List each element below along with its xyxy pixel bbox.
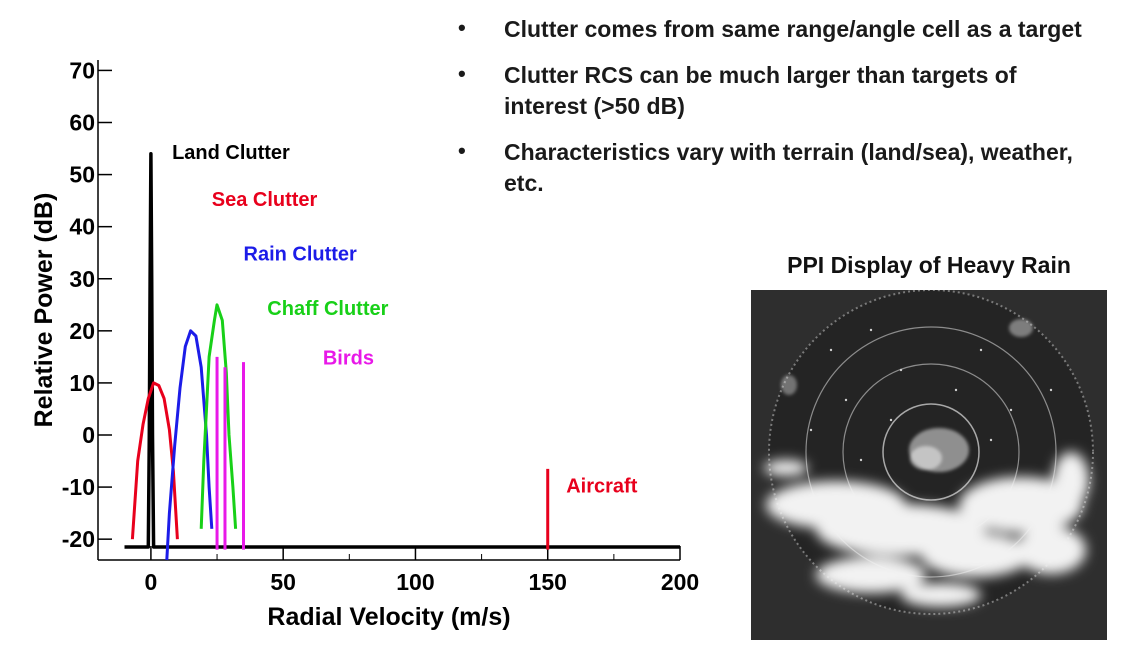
bullet-list: • Clutter comes from same range/angle ce… <box>448 14 1088 199</box>
chaff-series-label: Chaff Clutter <box>267 298 388 320</box>
sea-series-label: Sea Clutter <box>212 189 318 211</box>
ppi-radar-image <box>751 290 1107 640</box>
y-tick-label: 50 <box>69 162 95 188</box>
x-tick-label: 0 <box>145 569 158 595</box>
bullet-text: Clutter comes from same range/angle cell… <box>504 16 1082 42</box>
sea-clutter-line <box>130 381 179 540</box>
bullet-dot-icon: • <box>458 138 466 163</box>
y-tick-label: 60 <box>69 110 95 136</box>
clutter-spectrum-chart: -20 -10 0 10 20 30 40 50 60 70 0 50 100 150 200 Radial … <box>30 57 699 631</box>
y-tick-label: 40 <box>69 214 95 240</box>
y-tick-label: 10 <box>69 370 95 396</box>
x-axis-label: Radial Velocity (m/s) <box>267 603 510 631</box>
y-tick-label: 70 <box>69 57 95 83</box>
y-tick-label: 0 <box>82 422 95 448</box>
birds-series-label: Birds <box>323 348 374 370</box>
x-tick-label: 200 <box>661 569 699 595</box>
x-tick-label: 150 <box>529 569 567 595</box>
bullet-item: • Clutter comes from same range/angle ce… <box>448 14 1088 45</box>
y-axis-label: Relative Power (dB) <box>30 193 58 428</box>
bullet-item: • Clutter RCS can be much larger than ta… <box>448 60 1088 122</box>
bullet-item: • Characteristics vary with terrain (lan… <box>448 137 1088 199</box>
rain-series-label: Rain Clutter <box>244 244 358 266</box>
y-tick-label: 20 <box>69 318 95 344</box>
land-clutter-line <box>124 152 680 549</box>
bullet-text: Characteristics vary with terrain (land/… <box>504 139 1073 196</box>
bullet-dot-icon: • <box>458 15 466 40</box>
rain-clutter-line <box>165 329 214 561</box>
land-series-label: Land Clutter <box>172 142 290 164</box>
y-tick-label: -10 <box>62 474 95 500</box>
bullet-text: Clutter RCS can be much larger than targ… <box>504 62 1017 119</box>
x-tick-label: 100 <box>396 569 434 595</box>
y-tick-label: -20 <box>62 526 95 552</box>
y-tick-label: 30 <box>69 266 95 292</box>
ppi-title: PPI Display of Heavy Rain <box>787 252 1071 278</box>
chaff-clutter-line <box>199 303 238 529</box>
bullet-dot-icon: • <box>458 61 466 86</box>
x-tick-label: 50 <box>270 569 296 595</box>
aircraft-series-label: Aircraft <box>566 475 637 497</box>
